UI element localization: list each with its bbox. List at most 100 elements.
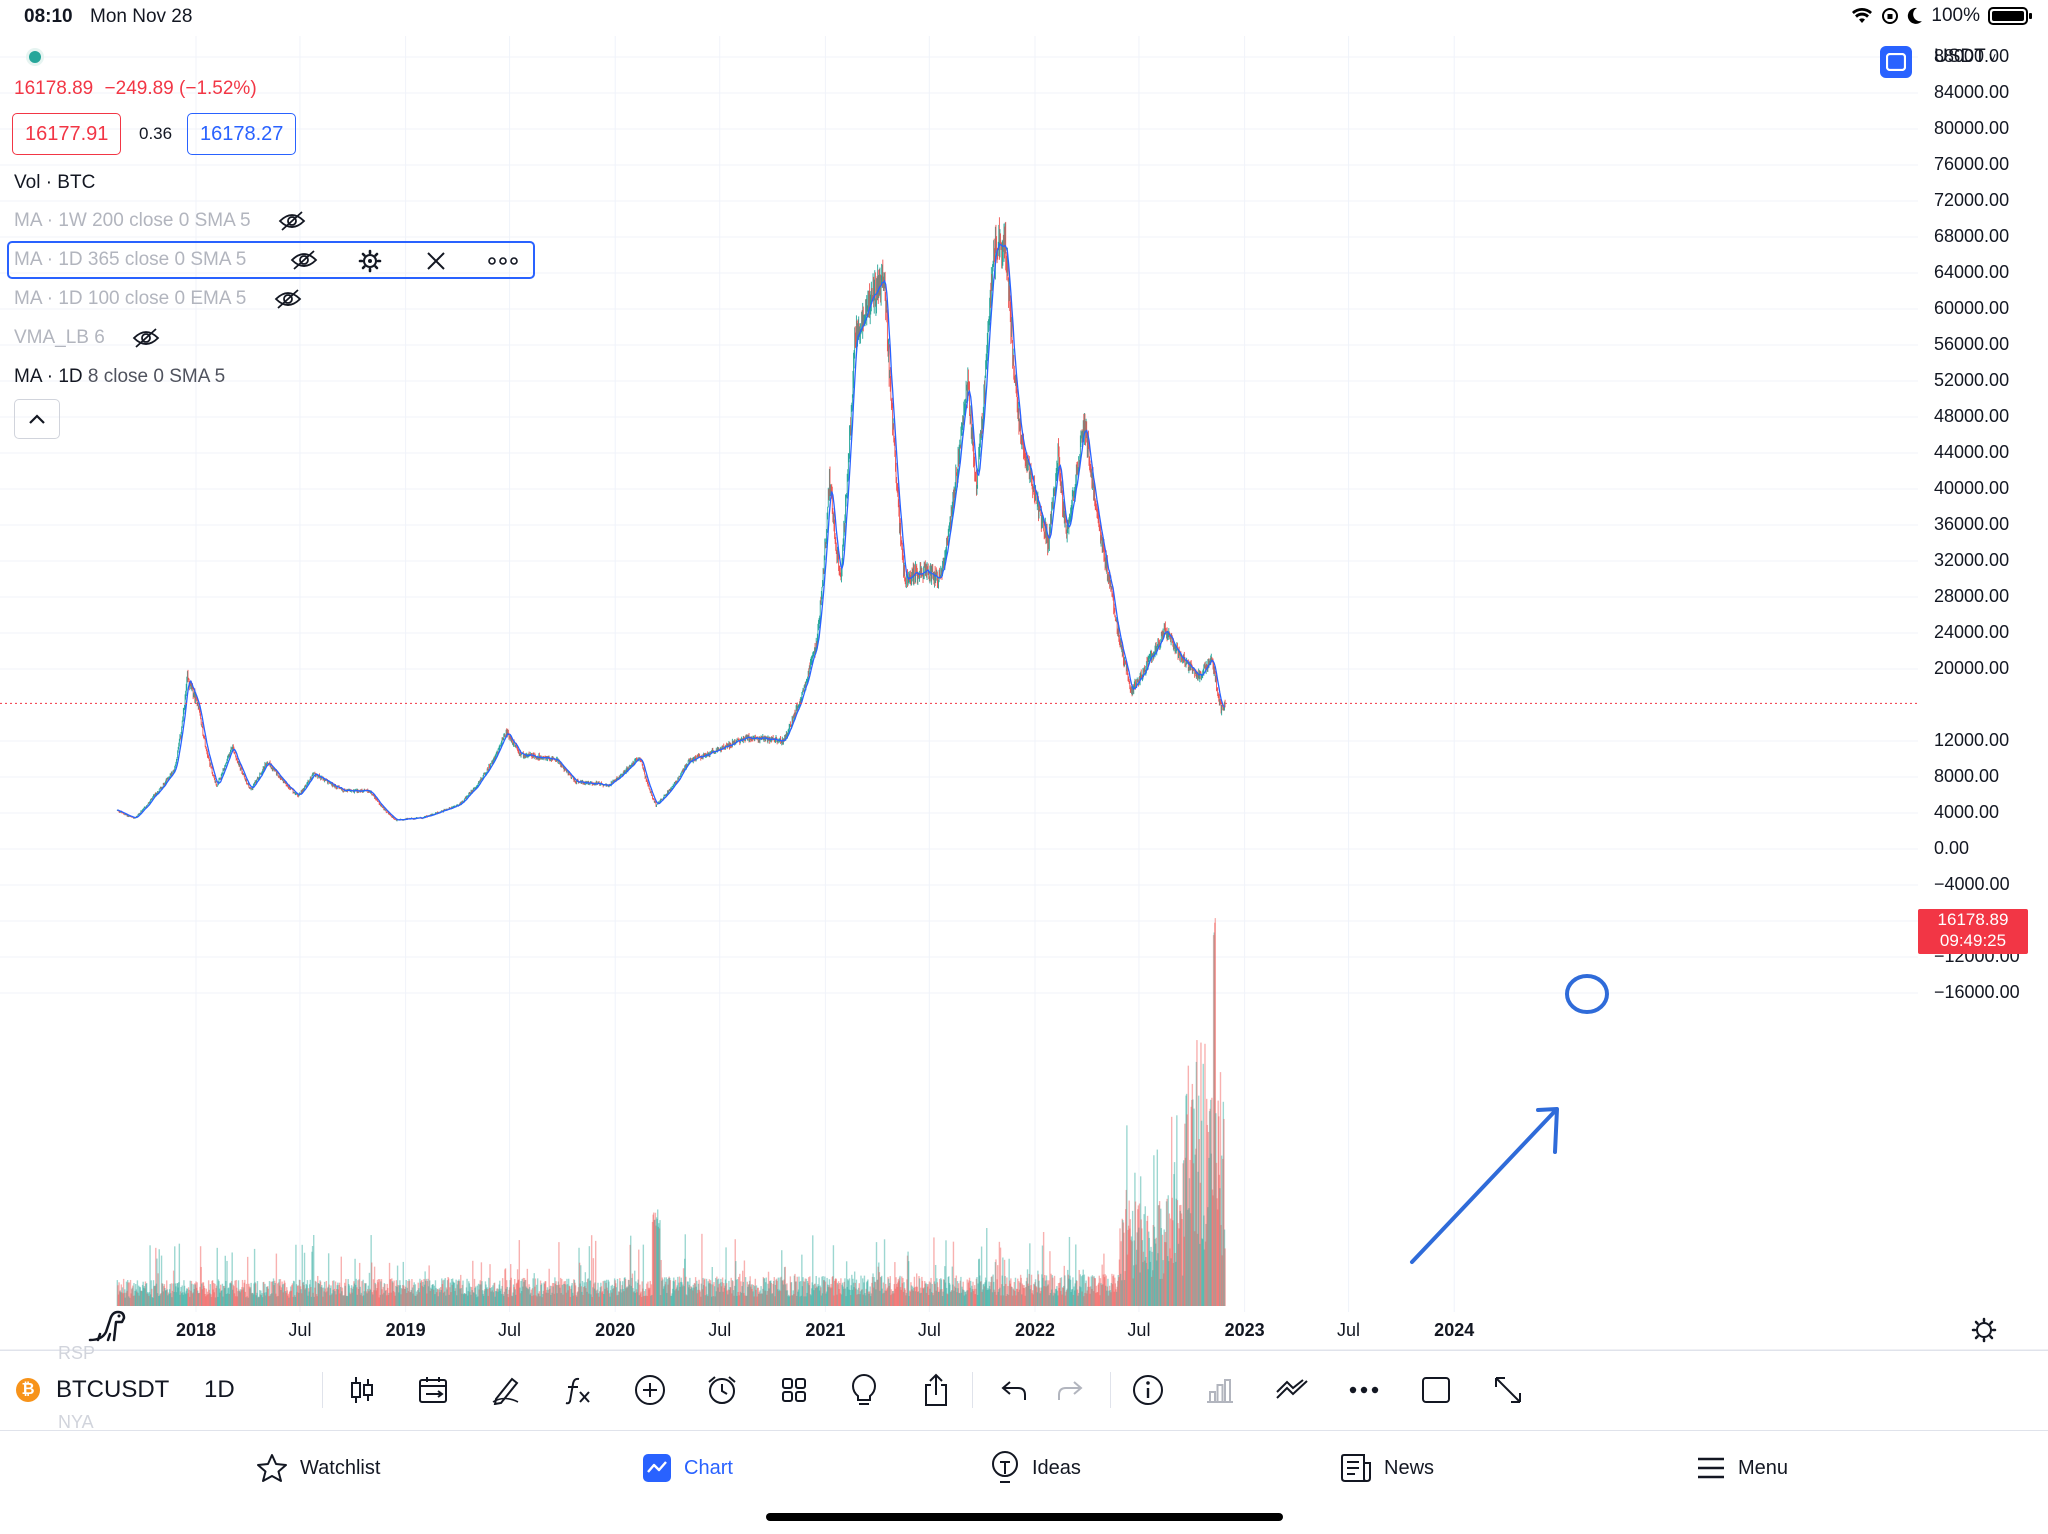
eye-off-icon[interactable]: [278, 211, 306, 231]
volume-bar: [876, 1279, 878, 1306]
volume-bar: [225, 1280, 227, 1306]
volume-bar: [322, 1287, 325, 1306]
eye-off-icon[interactable]: [290, 250, 318, 270]
volume-bar: [1154, 1238, 1156, 1306]
volume-bar: [429, 1290, 431, 1306]
volume-bar: [1150, 1246, 1152, 1306]
volume-bar: [786, 1290, 789, 1306]
sell-price-button[interactable]: 16177.91: [12, 113, 122, 155]
symbol-button[interactable]: BTCUSDT: [56, 1376, 170, 1403]
tab-news[interactable]: News: [1340, 1450, 1434, 1486]
volume-bar: [1161, 1278, 1163, 1306]
volume-bar: [402, 1284, 404, 1306]
interval-button[interactable]: 1D: [204, 1376, 235, 1403]
more-button[interactable]: [1346, 1372, 1382, 1408]
volume-bar: [590, 1235, 593, 1306]
volume-bar: [594, 1240, 597, 1306]
tab-chart[interactable]: Chart: [642, 1450, 733, 1486]
add-button[interactable]: [632, 1372, 668, 1408]
layout-button[interactable]: [776, 1372, 812, 1408]
indicator-ma-1d-8[interactable]: MA · 1D 8 close 0 SMA 5: [14, 366, 225, 388]
volume-bar: [366, 1293, 368, 1306]
volume-bar: [282, 1284, 284, 1306]
volume-bar: [238, 1289, 240, 1306]
volume-bar: [1149, 1261, 1152, 1306]
volume-bar: [862, 1278, 864, 1306]
financials-button: [1202, 1372, 1238, 1408]
volume-bar: [648, 1289, 650, 1306]
volume-bar: [344, 1285, 347, 1306]
volume-bar: [693, 1282, 696, 1306]
volume-bar: [832, 1275, 834, 1306]
gear-icon[interactable]: [358, 249, 382, 273]
currency-selector[interactable]: USDT ˅: [1934, 46, 1996, 68]
fullscreen-layout-button[interactable]: [1880, 46, 1912, 78]
undo-button[interactable]: [996, 1372, 1032, 1408]
indicators-button[interactable]: [560, 1372, 596, 1408]
volume-bar: [130, 1289, 133, 1306]
volume-bar: [487, 1295, 490, 1306]
more-icon[interactable]: [488, 256, 518, 266]
ideas-button[interactable]: [846, 1372, 882, 1408]
tab-watchlist[interactable]: Watchlist: [256, 1450, 380, 1486]
chart-type-button[interactable]: [344, 1372, 380, 1408]
volume-legend[interactable]: Vol · BTC: [14, 172, 96, 193]
volume-bar: [887, 1278, 890, 1306]
price-chart[interactable]: [0, 36, 2048, 1350]
volume-bar: [1193, 1231, 1196, 1306]
volume-bar: [1099, 1278, 1102, 1306]
fullscreen-button[interactable]: [1490, 1372, 1526, 1408]
drawing-tools-button[interactable]: [488, 1372, 524, 1408]
indicator-vma-lb[interactable]: VMA_LB 6: [14, 327, 160, 349]
forecast-button[interactable]: [1274, 1372, 1310, 1408]
volume-bar: [1199, 1243, 1201, 1306]
eye-off-icon[interactable]: [132, 328, 160, 348]
share-button[interactable]: [918, 1372, 954, 1408]
close-icon[interactable]: [426, 251, 446, 271]
volume-bar: [927, 1284, 929, 1306]
volume-bar: [784, 1266, 786, 1306]
volume-bar: [1191, 1083, 1194, 1306]
volume-bar: [1181, 1219, 1183, 1306]
indicator-ma-1w-200[interactable]: MA · 1W 200 close 0 SMA 5: [14, 210, 306, 232]
volume-bar: [507, 1294, 509, 1306]
alert-button[interactable]: [704, 1372, 740, 1408]
volume-bar: [972, 1291, 975, 1306]
info-button[interactable]: [1130, 1372, 1166, 1408]
chart-toolbar: [0, 1350, 2048, 1431]
indicator-toolbar-selected[interactable]: [7, 241, 535, 279]
volume-bar: [299, 1286, 302, 1306]
eye-off-icon[interactable]: [274, 289, 302, 309]
compare-button[interactable]: [416, 1372, 452, 1408]
volume-bar: [860, 1290, 863, 1306]
volume-bar: [426, 1293, 428, 1306]
volume-bar: [874, 1282, 877, 1306]
volume-bar: [591, 1297, 593, 1306]
collapse-legend-button[interactable]: [14, 399, 60, 439]
volume-bar: [568, 1285, 570, 1306]
volume-bar: [1036, 1292, 1038, 1306]
select-button[interactable]: [1418, 1372, 1454, 1408]
volume-bar: [951, 1266, 954, 1306]
volume-bar: [1121, 1280, 1123, 1306]
tab-menu[interactable]: Menu: [1696, 1450, 1788, 1486]
tab-ideas[interactable]: Ideas: [990, 1450, 1081, 1486]
price-tick-label: 28000.00: [1934, 586, 2010, 606]
volume-bar: [520, 1291, 523, 1306]
volume-bar: [293, 1281, 295, 1306]
annotation-circle: [1565, 974, 1609, 1014]
volume-bar: [301, 1244, 303, 1306]
price-tick-label: 88000.00: [1934, 46, 2010, 66]
volume-bar: [240, 1290, 243, 1306]
volume-bar: [1148, 1231, 1150, 1306]
volume-bar: [1084, 1283, 1087, 1306]
indicator-ma-1d-100[interactable]: MA · 1D 100 close 0 EMA 5: [14, 288, 302, 310]
volume-bar: [858, 1283, 860, 1306]
buy-price-button[interactable]: 16178.27: [187, 113, 297, 155]
volume-bar: [892, 1290, 894, 1306]
volume-bar: [543, 1282, 545, 1306]
indicator-ma-1d-365[interactable]: MA · 1D 365 close 0 SMA 5: [14, 249, 246, 271]
volume-bar: [831, 1277, 833, 1306]
market-status-icon[interactable]: [26, 48, 44, 66]
volume-bar: [880, 1275, 883, 1306]
